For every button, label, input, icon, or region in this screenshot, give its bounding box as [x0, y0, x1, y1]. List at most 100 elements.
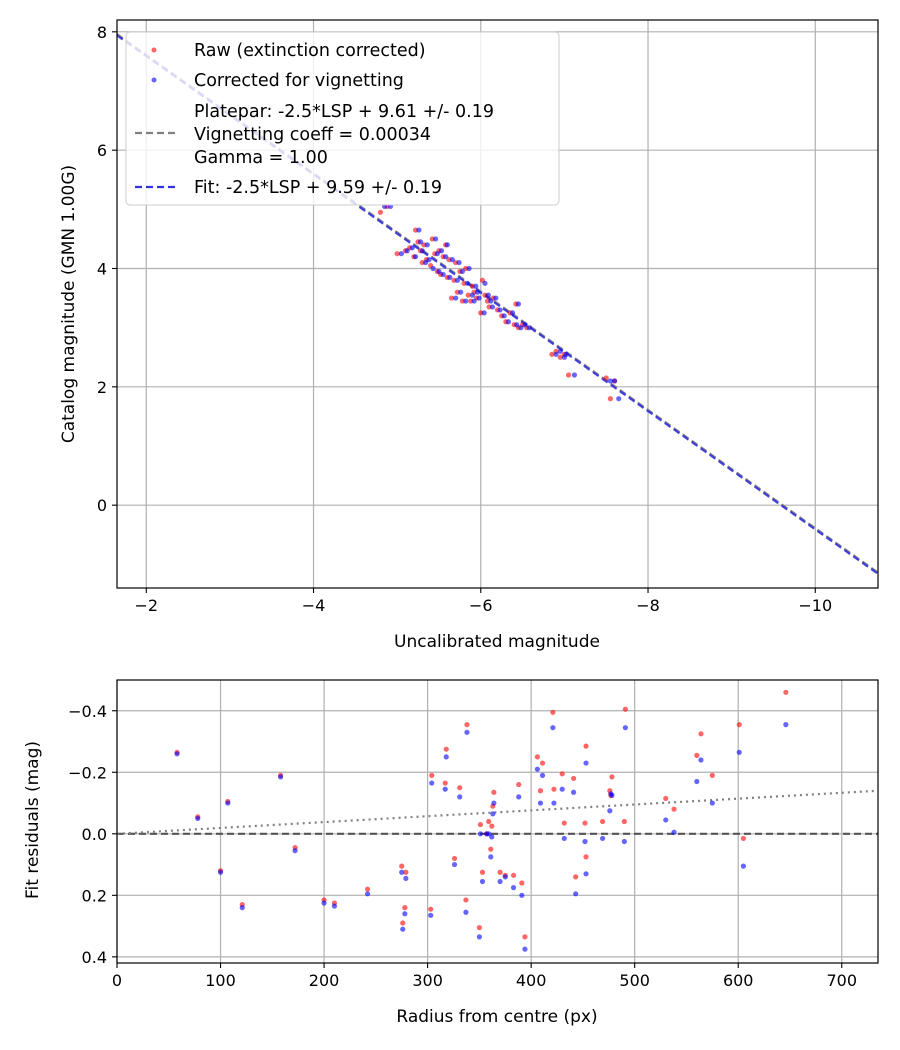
corrected-data-point [473, 283, 479, 289]
corrected-data-point [477, 831, 484, 837]
corrected-data-point [599, 835, 606, 842]
raw-data-point [403, 869, 409, 875]
corrected-data-point [195, 815, 201, 822]
raw-data-point [534, 754, 540, 760]
corrected-data-point [611, 378, 618, 384]
corrected-data-point [292, 848, 298, 854]
corrected-data-point [514, 322, 520, 328]
raw-data-point [377, 209, 384, 215]
corrected-data-point [403, 875, 409, 882]
corrected-data-point [582, 838, 588, 845]
bottom-axes-frame [116, 679, 879, 964]
bottom-y-axis-label: Fit residuals (mag) [23, 741, 43, 899]
corrected-data-point [516, 794, 522, 800]
corrected-data-point [709, 800, 715, 806]
corrected-data-point [466, 265, 472, 272]
corrected-data-point [622, 725, 628, 731]
corrected-data-point [474, 289, 481, 295]
corrected-data-point [607, 378, 613, 384]
raw-data-point [694, 752, 700, 758]
corrected-data-point [497, 307, 503, 313]
corrected-data-point [456, 259, 462, 266]
raw-data-point [448, 295, 455, 301]
raw-data-point [583, 743, 589, 749]
corrected-data-point [671, 829, 677, 835]
corrected-data-point [550, 725, 556, 731]
corrected-data-point [497, 878, 503, 885]
raw-data-point [671, 806, 677, 812]
corrected-data-point [571, 789, 577, 795]
corrected-data-point [510, 885, 517, 891]
bottom-ticks: 0 100 200 300 400 500 600 700 0.4 0.2 0.0 −0.2 −0.4 [68, 702, 857, 990]
corrected-data-point [331, 903, 338, 909]
raw-data-point [364, 886, 371, 892]
corrected-data-point [539, 772, 546, 778]
raw-data-point [537, 788, 544, 794]
raw-data-point [550, 709, 556, 715]
raw-data-point [573, 874, 579, 880]
x-tick-label: −6 [469, 596, 493, 615]
legend-corrected-marker [151, 77, 157, 83]
corrected-data-point [488, 298, 494, 304]
corrected-data-point [553, 351, 559, 357]
corrected-data-point [217, 869, 224, 875]
raw-data-point [491, 789, 497, 795]
raw-data-point [783, 689, 789, 695]
raw-data-point [663, 795, 669, 802]
raw-data-point [486, 818, 492, 825]
corrected-data-point [607, 808, 613, 814]
bottom-reference-lines [116, 789, 879, 835]
raw-data-point [621, 818, 627, 825]
corrected-data-point [225, 800, 231, 806]
corrected-data-point [422, 259, 429, 266]
legend-raw-label: Raw (extinction corrected) [194, 41, 426, 61]
corrected-data-point [364, 891, 371, 897]
corrected-data-point [398, 251, 404, 257]
corrected-data-point [573, 891, 579, 897]
corrected-data-point [501, 313, 507, 319]
raw-data-point [399, 863, 405, 869]
raw-data-point [709, 772, 715, 778]
y-tick-label: 2 [97, 378, 107, 397]
raw-data-point [559, 771, 565, 777]
raw-data-point [551, 786, 557, 792]
corrected-data-point [321, 900, 327, 906]
y-tick-label: 0.0 [82, 825, 107, 844]
x-tick-label: 700 [826, 971, 857, 990]
corrected-data-point [471, 298, 477, 304]
y-tick-label: −0.2 [68, 763, 107, 782]
corrected-data-point [412, 254, 419, 260]
corrected-data-point [469, 292, 476, 298]
raw-data-point [457, 785, 463, 791]
corrected-data-point [522, 946, 528, 952]
corrected-data-point [463, 298, 469, 304]
corrected-data-point [663, 817, 669, 823]
y-tick-label: 6 [97, 141, 107, 160]
x-tick-label: −10 [798, 596, 832, 615]
x-tick-label: 200 [309, 971, 340, 990]
corrected-data-point [583, 871, 589, 877]
x-tick-label: 500 [619, 971, 650, 990]
bottom-x-axis-label: Radius from centre (px) [396, 1007, 597, 1027]
corrected-data-point [559, 786, 565, 792]
corrected-data-point [551, 800, 557, 806]
corrected-data-point [476, 295, 482, 301]
raw-data-point [400, 920, 406, 926]
residuals-chart: 0 100 200 300 400 500 600 7000.40.20.0−0.2−0.4 … [23, 679, 879, 1027]
raw-data-point [740, 835, 747, 842]
corrected-data-point [402, 911, 408, 917]
corrected-data-point [463, 909, 469, 915]
corrected-data-point [443, 754, 449, 760]
corrected-data-point [409, 245, 415, 251]
corrected-data-point [426, 257, 432, 263]
x-tick-label: −4 [302, 596, 326, 615]
top-x-axis-label: Uncalibrated magnitude [394, 632, 600, 652]
vignetting-line [116, 789, 879, 835]
y-tick-label: 0 [97, 496, 107, 515]
corrected-data-point [493, 295, 499, 301]
raw-data-point [565, 372, 572, 378]
top-scatter-points [377, 203, 622, 402]
corrected-data-point [434, 251, 440, 257]
